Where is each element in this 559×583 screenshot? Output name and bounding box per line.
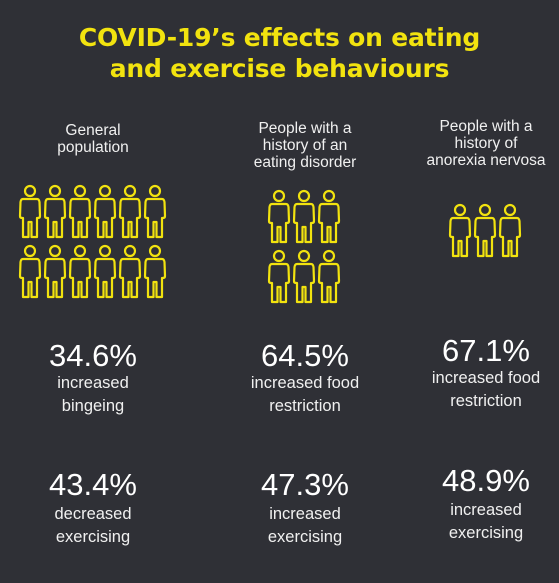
stat1-label-line: increased food [431, 369, 541, 387]
person-icon [292, 189, 316, 244]
title-line-2: and exercise behaviours [109, 54, 450, 83]
header-line: People with a [439, 118, 533, 135]
group-header: People with a history of anorexia nervos… [393, 118, 559, 169]
person-icon [68, 184, 92, 239]
person-icon [143, 184, 167, 239]
person-icon [292, 249, 316, 304]
stat1-value: 67.1% [442, 333, 530, 368]
stat1-label: increased food restriction [393, 367, 559, 413]
header-line: eating disorder [253, 154, 357, 171]
stat1-label-line: increased food [250, 374, 360, 392]
stat2-label-line: exercising [448, 524, 524, 542]
person-icon [473, 203, 497, 258]
people-icons [212, 188, 398, 304]
infographic-title: COVID-19’s effects on eating and exercis… [0, 22, 559, 84]
people-icons [393, 202, 559, 258]
stat2-label: increased exercising [212, 503, 398, 549]
stat2-value: 48.9% [442, 463, 530, 498]
group-general-population: General population 34.6% increased binge… [0, 0, 186, 583]
stat2-label-line: decreased [54, 505, 132, 523]
header-line: anorexia nervosa [426, 152, 546, 169]
stat1-label: increased bingeing [0, 372, 186, 418]
person-icon [18, 244, 42, 299]
stat2-label-line: exercising [267, 528, 343, 546]
person-icon [43, 244, 67, 299]
stat2-value: 47.3% [261, 467, 349, 502]
stat2-label: decreased exercising [0, 503, 186, 549]
person-icon [118, 184, 142, 239]
stat2-label: increased exercising [393, 499, 559, 545]
person-icon-grid [448, 203, 522, 258]
person-icon [118, 244, 142, 299]
person-icon [143, 244, 167, 299]
stat1-value: 34.6% [49, 338, 137, 373]
header-line: People with a [258, 120, 352, 137]
person-icon [93, 184, 117, 239]
header-line: history of an [262, 137, 348, 154]
person-icon [267, 249, 291, 304]
title-line-1: COVID-19’s effects on eating [78, 23, 481, 52]
header-line: General [65, 122, 121, 139]
person-icon [317, 189, 341, 244]
person-icon [43, 184, 67, 239]
stat1-label: increased food restriction [212, 372, 398, 418]
group-eating-disorder-history: People with a history of an eating disor… [212, 0, 398, 583]
person-icon [448, 203, 472, 258]
stat2-label-line: increased [269, 505, 341, 523]
person-icon [18, 184, 42, 239]
header-line: history of [454, 135, 518, 152]
person-icon [317, 249, 341, 304]
stat2-label-line: increased [450, 501, 522, 519]
stat2-value: 43.4% [49, 467, 137, 502]
people-icons [0, 183, 186, 301]
group-anorexia-nervosa-history: People with a history of anorexia nervos… [393, 0, 559, 583]
person-icon [68, 244, 92, 299]
stat1-label-line: restriction [269, 397, 341, 415]
person-icon [267, 189, 291, 244]
person-icon [93, 244, 117, 299]
header-line: population [57, 139, 129, 156]
stat1-label-line: restriction [450, 392, 522, 410]
group-header: People with a history of an eating disor… [212, 120, 398, 171]
stat1-label-line: bingeing [61, 397, 125, 415]
stat1-label-line: increased [57, 374, 129, 392]
group-header: General population [0, 122, 186, 156]
stat1-value: 64.5% [261, 338, 349, 373]
person-icon-grid [267, 189, 341, 304]
stat2-label-line: exercising [55, 528, 131, 546]
person-icon-grid [18, 184, 167, 299]
person-icon [498, 203, 522, 258]
